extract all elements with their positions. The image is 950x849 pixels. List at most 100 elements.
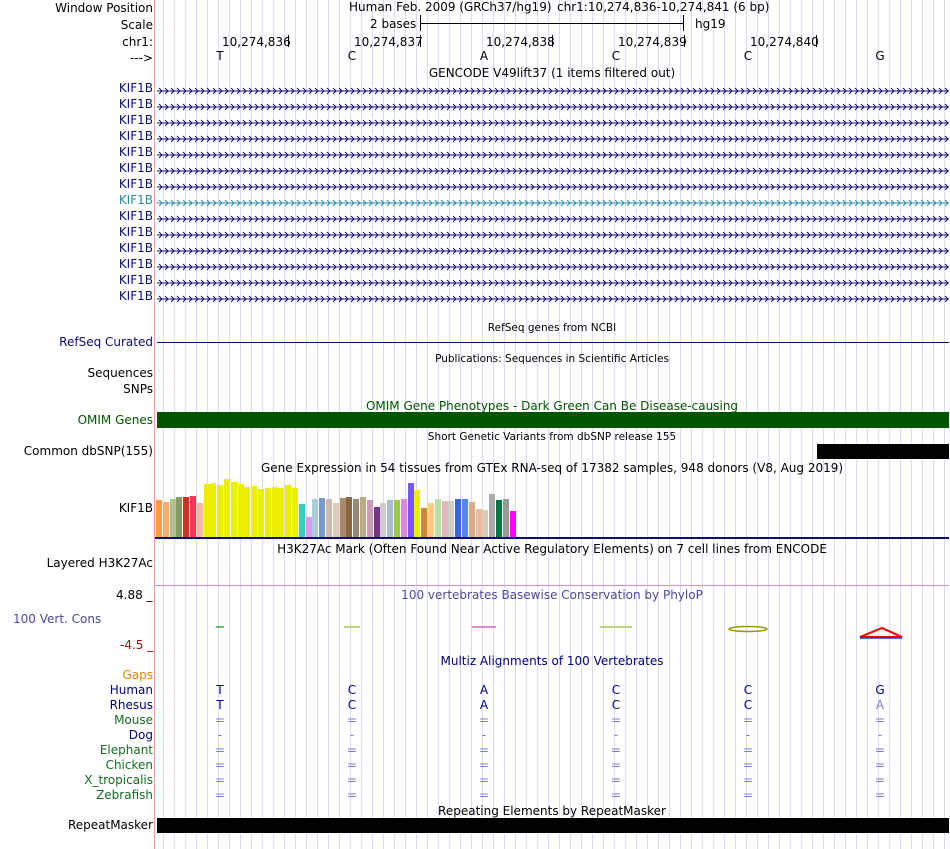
gencode-transcript[interactable] [157, 212, 949, 223]
gencode-gene-label[interactable]: KIF1B [118, 193, 153, 207]
gencode-gene-label[interactable]: KIF1B [118, 97, 153, 111]
gtex-tissue-bar[interactable] [448, 501, 455, 537]
gtex-tissue-bar[interactable] [489, 494, 496, 537]
refseq-line[interactable] [157, 342, 949, 343]
gencode-transcript[interactable] [157, 132, 949, 143]
gtex-tissue-bar[interactable] [496, 500, 502, 537]
gtex-tissue-bar[interactable] [421, 508, 428, 537]
gtex-tissue-bar[interactable] [183, 497, 190, 537]
phylop-label[interactable]: 100 Vert. Cons [13, 612, 102, 626]
gtex-tissue-bar[interactable] [475, 509, 482, 537]
multiz-species-label[interactable]: X_tropicalis [84, 773, 153, 787]
gtex-tissue-bar[interactable] [319, 498, 326, 537]
gencode-gene-label[interactable]: KIF1B [118, 225, 153, 239]
gencode-transcript[interactable] [157, 228, 949, 239]
gtex-tissue-bar[interactable] [190, 496, 196, 537]
chrom-label[interactable]: chr1: [122, 35, 153, 49]
multiz-title[interactable]: Multiz Alignments of 100 Vertebrates [440, 654, 664, 668]
h3k27ac-title[interactable]: H3K27Ac Mark (Often Found Near Active Re… [277, 542, 827, 556]
gtex-tissue-bar[interactable] [407, 483, 414, 537]
gtex-tissue-bar[interactable] [360, 497, 366, 537]
gtex-tissue-bar[interactable] [176, 497, 183, 537]
gtex-tissue-bar[interactable] [264, 488, 271, 537]
gtex-tissue-bar[interactable] [428, 503, 434, 537]
gencode-gene-label[interactable]: KIF1B [118, 129, 153, 143]
repeatmasker-feature[interactable] [157, 818, 949, 833]
gtex-tissue-bar[interactable] [434, 499, 441, 537]
repeatmasker-title[interactable]: Repeating Elements by RepeatMasker [438, 804, 666, 818]
gencode-gene-label[interactable]: KIF1B [118, 161, 153, 175]
publications-title[interactable]: Publications: Sequences in Scientific Ar… [435, 353, 669, 365]
gencode-transcript[interactable] [157, 276, 949, 287]
gtex-tissue-bar[interactable] [462, 499, 468, 537]
gtex-tissue-bar[interactable] [326, 499, 332, 537]
gencode-transcript[interactable] [157, 196, 949, 207]
gtex-tissue-bar[interactable] [169, 499, 176, 537]
gencode-transcript[interactable] [157, 292, 949, 303]
gencode-title[interactable]: GENCODE V49lift37 (1 items filtered out) [428, 66, 676, 80]
gtex-tissue-bar[interactable] [380, 503, 387, 537]
gencode-gene-label[interactable]: KIF1B [118, 209, 153, 223]
gtex-tissue-bar[interactable] [292, 488, 298, 537]
gtex-tissue-bar[interactable] [387, 500, 394, 537]
repeatmasker-label[interactable]: RepeatMasker [67, 818, 153, 832]
gtex-tissue-bar[interactable] [312, 499, 319, 537]
gtex-tissue-bar[interactable] [339, 498, 346, 537]
gtex-tissue-bar[interactable] [394, 500, 400, 537]
gtex-tissue-bar[interactable] [509, 511, 516, 537]
gtex-tissue-bar[interactable] [373, 507, 380, 537]
h3k27ac-label[interactable]: Layered H3K27Ac [46, 556, 153, 570]
gencode-gene-label[interactable]: KIF1B [118, 145, 153, 159]
gtex-tissue-bar[interactable] [400, 499, 407, 537]
gencode-transcript[interactable] [157, 244, 949, 255]
gencode-gene-label[interactable]: KIF1B [118, 177, 153, 191]
gencode-gene-label[interactable]: KIF1B [118, 113, 153, 127]
gencode-gene-label[interactable]: KIF1B [118, 81, 153, 95]
gtex-tissue-bar[interactable] [251, 486, 258, 537]
gtex-tissue-bar[interactable] [210, 483, 217, 537]
gtex-tissue-bar[interactable] [468, 502, 475, 537]
gtex-tissue-bar[interactable] [224, 479, 230, 537]
refseq-label[interactable]: RefSeq Curated [59, 335, 153, 349]
gtex-tissue-bar[interactable] [162, 502, 169, 537]
gtex-tissue-bar[interactable] [156, 500, 162, 537]
gtex-tissue-bar[interactable] [258, 489, 264, 537]
gtex-tissue-bar[interactable] [346, 497, 353, 537]
dbsnp-label[interactable]: Common dbSNP(155) [23, 444, 153, 458]
multiz-species-label[interactable]: Elephant [99, 743, 153, 757]
gencode-transcript[interactable] [157, 180, 949, 191]
omim-title[interactable]: OMIM Gene Phenotypes - Dark Green Can Be… [365, 399, 739, 413]
gencode-transcript[interactable] [157, 116, 949, 127]
gtex-tissue-bar[interactable] [353, 499, 360, 537]
gencode-transcript[interactable] [157, 100, 949, 111]
multiz-species-label[interactable]: Dog [128, 728, 153, 742]
gencode-gene-label[interactable]: KIF1B [118, 241, 153, 255]
gtex-tissue-bar[interactable] [502, 499, 509, 537]
gtex-title[interactable]: Gene Expression in 54 tissues from GTEx … [260, 461, 844, 475]
gtex-tissue-bar[interactable] [366, 500, 373, 537]
gencode-transcript[interactable] [157, 148, 949, 159]
gtex-tissue-bar[interactable] [482, 510, 489, 537]
gtex-tissue-bar[interactable] [455, 499, 462, 537]
gtex-tissue-bar[interactable] [203, 484, 210, 537]
gencode-transcript[interactable] [157, 164, 949, 175]
publications-snps-label[interactable]: SNPs [123, 382, 153, 396]
gtex-tissue-bar[interactable] [332, 503, 339, 537]
gencode-gene-label[interactable]: KIF1B [118, 289, 153, 303]
gtex-tissue-bar[interactable] [244, 487, 251, 537]
gtex-tissue-bar[interactable] [196, 503, 203, 537]
gtex-tissue-bar[interactable] [217, 485, 224, 537]
multiz-species-label[interactable]: Rhesus [109, 698, 153, 712]
multiz-species-label[interactable]: Chicken [105, 758, 153, 772]
position-readout[interactable]: chr1:10,274,836-10,274,841 (6 bp) [557, 0, 770, 14]
gtex-tissue-bar[interactable] [285, 485, 292, 537]
gtex-gene-label[interactable]: KIF1B [118, 501, 153, 515]
gtex-tissue-bar[interactable] [271, 487, 278, 537]
publications-sequences-label[interactable]: Sequences [87, 366, 153, 380]
gtex-tissue-bar[interactable] [414, 490, 421, 537]
gtex-tissue-bar[interactable] [278, 488, 285, 537]
gtex-tissue-bar[interactable] [441, 501, 448, 537]
refseq-title[interactable]: RefSeq genes from NCBI [487, 322, 617, 334]
gtex-tissue-bar[interactable] [237, 484, 244, 537]
multiz-gaps-label[interactable]: Gaps [122, 668, 153, 682]
